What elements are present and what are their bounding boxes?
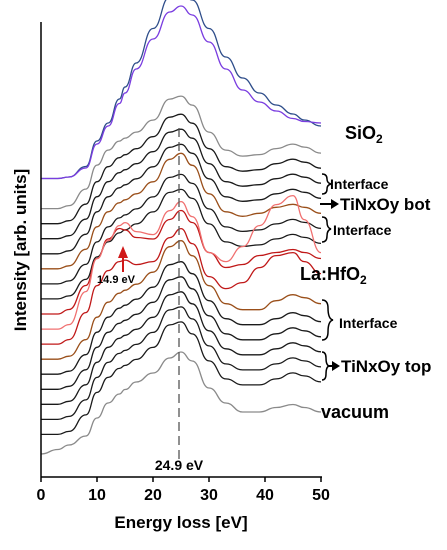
spectrum-line-12: [41, 227, 322, 345]
brace-tinxoy-top: [321, 351, 332, 381]
arrowhead-tinxoy-top-icon: [332, 361, 340, 371]
spectrum-line-17: [40, 306, 322, 421]
spectrum-line-11: [40, 194, 322, 330]
spectrum-line-16: [41, 291, 322, 405]
x-tick-label-10: 10: [88, 487, 106, 504]
label-la-hfo2: La:HfO2: [300, 264, 367, 287]
spectrum-line-6: [40, 143, 322, 255]
spectrum-line-14: [41, 261, 322, 375]
spectra-curves: [40, 0, 322, 455]
annotation-14-9-ev: 14.9 eV: [97, 274, 136, 286]
x-tick-label-30: 30: [200, 487, 218, 504]
spectrum-line-3: [41, 95, 322, 210]
spectrum-line-1: [41, 0, 322, 180]
spectrum-line-10: [41, 209, 322, 315]
spectrum-line-18: [40, 321, 322, 436]
label-interface-low: Interface: [339, 315, 398, 331]
brace-interface-mid: [321, 216, 332, 243]
x-tick-label-40: 40: [256, 487, 274, 504]
label-tinxoy-bot: TiNxOy bot: [340, 195, 431, 214]
x-tick-label-0: 0: [37, 487, 46, 504]
label-tinxoy-top: TiNxOy top: [341, 357, 431, 376]
x-tick-label-50: 50: [312, 487, 330, 504]
spectrum-line-9: [41, 188, 322, 300]
spectrum-line-4: [40, 113, 322, 225]
x-axis-ticks: 0 10 20 30 40 50: [37, 477, 330, 504]
spectrum-line-15: [41, 276, 322, 390]
y-axis-title: Intensity [arb. units]: [11, 169, 30, 331]
arrowhead-tinxoy-bot-icon: [331, 199, 339, 209]
label-vacuum: vacuum: [321, 402, 389, 422]
spectrum-line-2: [41, 5, 322, 180]
label-interface-top: Interface: [330, 176, 389, 192]
spectrum-line-5: [40, 128, 322, 240]
brace-interface-top: [321, 173, 332, 195]
spectrum-line-8: [41, 173, 322, 285]
label-interface-mid: Interface: [333, 222, 392, 238]
spectrum-line-19: [40, 351, 322, 455]
annotation-24-9-ev: 24.9 eV: [155, 457, 204, 473]
x-tick-label-20: 20: [144, 487, 162, 504]
brace-interface-low: [321, 299, 334, 341]
label-sio2: SiO2: [345, 123, 383, 146]
arrowhead-14-9-ev-icon: [118, 246, 128, 258]
x-axis-title: Energy loss [eV]: [114, 513, 247, 532]
spectrum-line-13: [41, 240, 322, 360]
